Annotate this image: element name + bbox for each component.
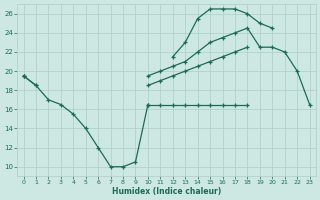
X-axis label: Humidex (Indice chaleur): Humidex (Indice chaleur) xyxy=(112,187,221,196)
